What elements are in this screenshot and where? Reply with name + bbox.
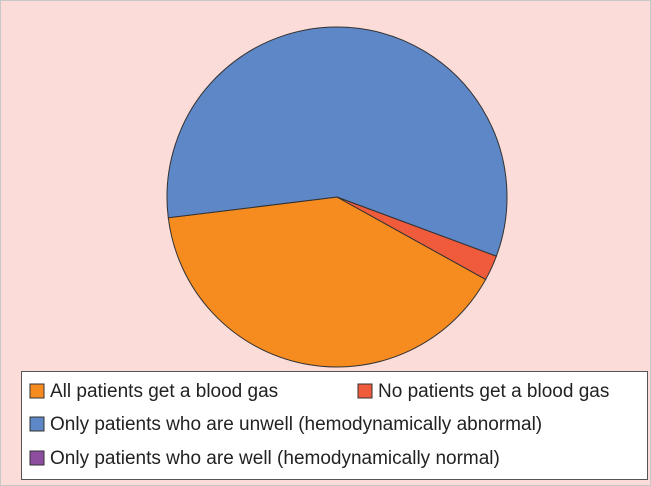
legend-label: Only patients who are well (hemodynamica… <box>50 448 500 469</box>
legend: All patients get a blood gas No patients … <box>29 381 609 469</box>
pie-slice <box>166 26 508 257</box>
legend-swatch <box>29 450 45 466</box>
legend-box <box>21 371 648 480</box>
legend-label: Only patients who are unwell (hemodynami… <box>50 414 542 435</box>
legend-swatch <box>29 383 45 399</box>
legend-label: No patients get a blood gas <box>378 381 609 402</box>
legend-label: All patients get a blood gas <box>50 381 278 402</box>
pie-slice <box>167 196 487 368</box>
legend-swatch <box>357 383 373 399</box>
legend-swatch <box>29 416 45 432</box>
pie <box>166 26 508 368</box>
